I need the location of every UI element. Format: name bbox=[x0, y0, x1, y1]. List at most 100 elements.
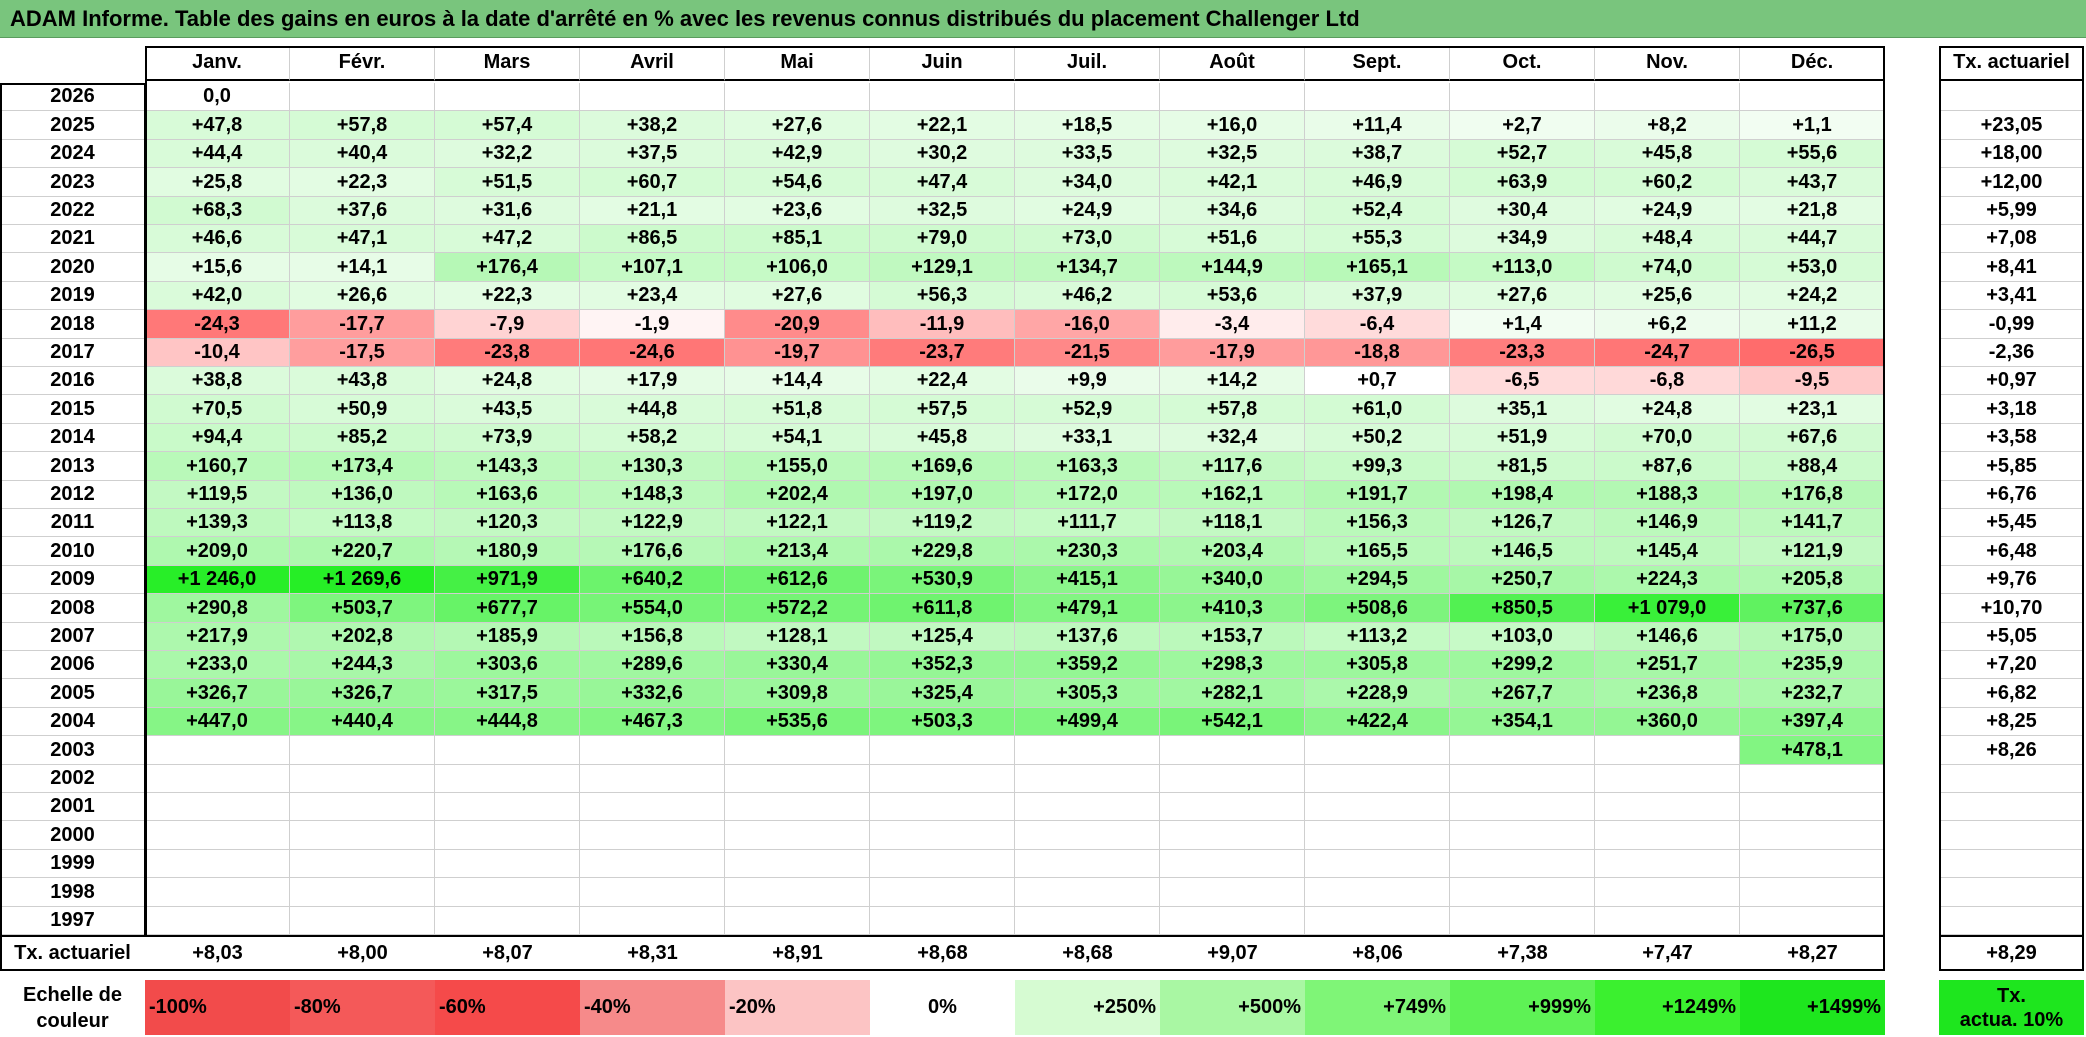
gain-cell[interactable]: +330,4 bbox=[725, 651, 870, 679]
gain-cell[interactable] bbox=[145, 793, 290, 821]
gain-cell[interactable] bbox=[580, 878, 725, 907]
gain-cell[interactable]: +22,1 bbox=[870, 111, 1015, 140]
gain-cell[interactable]: +202,4 bbox=[725, 481, 870, 509]
gain-cell[interactable]: -9,5 bbox=[1740, 367, 1885, 395]
gain-cell[interactable]: +236,8 bbox=[1595, 679, 1740, 708]
gain-cell[interactable]: +180,9 bbox=[435, 537, 580, 566]
gain-cell[interactable]: +410,3 bbox=[1160, 594, 1305, 623]
gain-cell[interactable]: -3,4 bbox=[1160, 310, 1305, 339]
gain-cell[interactable]: +1,4 bbox=[1450, 310, 1595, 339]
gain-cell[interactable]: +111,7 bbox=[1015, 509, 1160, 537]
gain-cell[interactable]: -21,5 bbox=[1015, 339, 1160, 367]
gain-cell[interactable]: +217,9 bbox=[145, 623, 290, 651]
gain-cell[interactable] bbox=[1450, 83, 1595, 111]
gain-cell[interactable]: +612,6 bbox=[725, 566, 870, 594]
row-rate-cell[interactable] bbox=[1939, 765, 2084, 793]
gain-cell[interactable] bbox=[1740, 821, 1885, 850]
gain-cell[interactable]: +50,2 bbox=[1305, 424, 1450, 452]
gain-cell[interactable]: +121,9 bbox=[1740, 537, 1885, 566]
gain-cell[interactable]: +971,9 bbox=[435, 566, 580, 594]
gain-cell[interactable]: +51,8 bbox=[725, 395, 870, 424]
gain-cell[interactable]: +53,6 bbox=[1160, 282, 1305, 310]
gain-cell[interactable]: +1 246,0 bbox=[145, 566, 290, 594]
gain-cell[interactable]: +478,1 bbox=[1740, 736, 1885, 765]
gain-cell[interactable]: +1,1 bbox=[1740, 111, 1885, 140]
gain-cell[interactable] bbox=[1160, 878, 1305, 907]
gain-cell[interactable]: +37,6 bbox=[290, 197, 435, 225]
gain-cell[interactable]: +113,2 bbox=[1305, 623, 1450, 651]
gain-cell[interactable] bbox=[145, 736, 290, 765]
gain-cell[interactable]: +60,7 bbox=[580, 168, 725, 197]
gain-cell[interactable]: +139,3 bbox=[145, 509, 290, 537]
gain-cell[interactable]: +244,3 bbox=[290, 651, 435, 679]
footer-rate-cell[interactable]: +8,91 bbox=[772, 941, 823, 964]
gain-cell[interactable] bbox=[870, 793, 1015, 821]
gain-cell[interactable] bbox=[1015, 821, 1160, 850]
gain-cell[interactable]: +230,3 bbox=[1015, 537, 1160, 566]
row-rate-cell[interactable]: +8,25 bbox=[1939, 708, 2084, 736]
gain-cell[interactable] bbox=[1305, 821, 1450, 850]
gain-cell[interactable]: +79,0 bbox=[870, 225, 1015, 253]
gain-cell[interactable]: +554,0 bbox=[580, 594, 725, 623]
gain-cell[interactable]: -23,3 bbox=[1450, 339, 1595, 367]
gain-cell[interactable]: +118,1 bbox=[1160, 509, 1305, 537]
gain-cell[interactable]: +479,1 bbox=[1015, 594, 1160, 623]
gain-cell[interactable]: +165,1 bbox=[1305, 253, 1450, 282]
gain-cell[interactable]: +148,3 bbox=[580, 481, 725, 509]
gain-cell[interactable] bbox=[1015, 907, 1160, 935]
gain-cell[interactable]: +205,8 bbox=[1740, 566, 1885, 594]
gain-cell[interactable]: +32,5 bbox=[870, 197, 1015, 225]
gain-cell[interactable] bbox=[1160, 765, 1305, 793]
gain-cell[interactable]: +572,2 bbox=[725, 594, 870, 623]
gain-cell[interactable]: -6,8 bbox=[1595, 367, 1740, 395]
gain-cell[interactable]: +45,8 bbox=[1595, 140, 1740, 168]
footer-rate-cell[interactable]: +7,38 bbox=[1497, 941, 1548, 964]
gain-cell[interactable] bbox=[1305, 907, 1450, 935]
gain-cell[interactable] bbox=[145, 821, 290, 850]
gain-cell[interactable]: +23,4 bbox=[580, 282, 725, 310]
gain-cell[interactable]: +119,2 bbox=[870, 509, 1015, 537]
gain-cell[interactable]: +156,8 bbox=[580, 623, 725, 651]
gain-cell[interactable] bbox=[1160, 736, 1305, 765]
gain-cell[interactable]: +203,4 bbox=[1160, 537, 1305, 566]
gain-cell[interactable]: -6,5 bbox=[1450, 367, 1595, 395]
gain-cell[interactable]: +156,3 bbox=[1305, 509, 1450, 537]
row-rate-cell[interactable]: +23,05 bbox=[1939, 111, 2084, 140]
gain-cell[interactable]: +86,5 bbox=[580, 225, 725, 253]
gain-cell[interactable]: +46,2 bbox=[1015, 282, 1160, 310]
gain-cell[interactable]: +58,2 bbox=[580, 424, 725, 452]
gain-cell[interactable]: +145,4 bbox=[1595, 537, 1740, 566]
gain-cell[interactable] bbox=[725, 907, 870, 935]
gain-cell[interactable] bbox=[290, 765, 435, 793]
gain-cell[interactable]: +52,9 bbox=[1015, 395, 1160, 424]
gain-cell[interactable]: +40,4 bbox=[290, 140, 435, 168]
gain-cell[interactable]: -26,5 bbox=[1740, 339, 1885, 367]
gain-cell[interactable] bbox=[1450, 850, 1595, 878]
gain-cell[interactable]: +6,2 bbox=[1595, 310, 1740, 339]
gain-cell[interactable]: +267,7 bbox=[1450, 679, 1595, 708]
gain-cell[interactable] bbox=[1595, 83, 1740, 111]
gain-cell[interactable] bbox=[1160, 821, 1305, 850]
gain-cell[interactable]: +122,1 bbox=[725, 509, 870, 537]
gain-cell[interactable]: +67,6 bbox=[1740, 424, 1885, 452]
gain-cell[interactable]: +44,4 bbox=[145, 140, 290, 168]
gain-cell[interactable]: -11,9 bbox=[870, 310, 1015, 339]
gain-cell[interactable]: +128,1 bbox=[725, 623, 870, 651]
gain-cell[interactable]: +224,3 bbox=[1595, 566, 1740, 594]
row-rate-cell[interactable]: +10,70 bbox=[1939, 594, 2084, 623]
gain-cell[interactable]: +47,2 bbox=[435, 225, 580, 253]
gain-cell[interactable]: +232,7 bbox=[1740, 679, 1885, 708]
gain-cell[interactable]: +303,6 bbox=[435, 651, 580, 679]
footer-rate-cell[interactable]: +8,06 bbox=[1352, 941, 1403, 964]
gain-cell[interactable] bbox=[1740, 765, 1885, 793]
gain-cell[interactable]: +397,4 bbox=[1740, 708, 1885, 736]
row-rate-cell[interactable]: +6,76 bbox=[1939, 481, 2084, 509]
gain-cell[interactable]: +197,0 bbox=[870, 481, 1015, 509]
gain-cell[interactable]: +229,8 bbox=[870, 537, 1015, 566]
row-rate-cell[interactable] bbox=[1939, 907, 2084, 935]
gain-cell[interactable]: +68,3 bbox=[145, 197, 290, 225]
gain-cell[interactable]: +444,8 bbox=[435, 708, 580, 736]
gain-cell[interactable]: +467,3 bbox=[580, 708, 725, 736]
gain-cell[interactable] bbox=[1160, 907, 1305, 935]
row-rate-cell[interactable] bbox=[1939, 83, 2084, 111]
